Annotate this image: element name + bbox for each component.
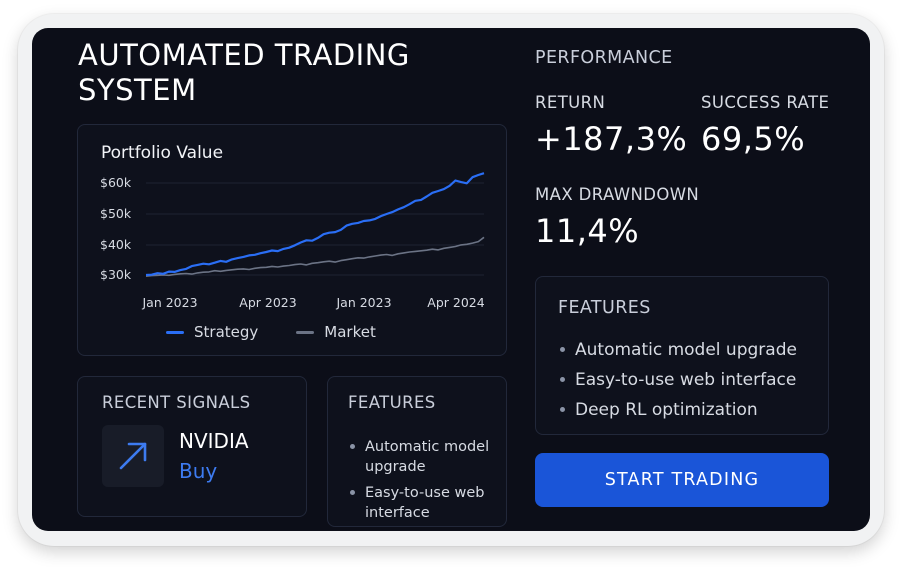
arrow-up-right-icon	[102, 425, 164, 487]
x-tick-label: Apr 2023	[239, 295, 296, 310]
feature-item: Easy-to-use web interface	[348, 483, 498, 523]
features-small-list: Automatic model upgrade Easy-to-use web …	[348, 437, 498, 529]
y-tick-label: $50k	[100, 206, 132, 221]
feature-item: Automatic model upgrade	[348, 437, 498, 477]
recent-signals-heading: RECENT SIGNALS	[102, 393, 251, 412]
features-large-list: Automatic model upgrade Easy-to-use web …	[558, 335, 797, 425]
portfolio-chart-card: Portfolio Value $60k $50k $40k $30k Jan 2023…	[77, 124, 507, 356]
return-label: RETURN	[535, 93, 606, 112]
legend-item-market: Market	[296, 323, 376, 341]
strategy-series-line	[145, 172, 485, 277]
chart-legend: Strategy Market	[166, 323, 376, 341]
y-tick-label: $60k	[100, 175, 132, 190]
return-value: +187,3%	[535, 120, 688, 158]
y-tick-label: $30k	[100, 267, 132, 282]
feature-item: Deep RL optimization	[558, 395, 797, 425]
x-tick-label: Apr 2024	[427, 295, 484, 310]
chart-title: Portfolio Value	[101, 143, 224, 163]
page-title: AUTOMATED TRADING SYSTEM	[78, 38, 410, 107]
y-tick-label: $40k	[100, 237, 132, 252]
legend-swatch-strategy	[166, 330, 184, 334]
market-series-line	[145, 236, 485, 277]
feature-item: Automatic model upgrade	[558, 335, 797, 365]
legend-label-strategy: Strategy	[194, 323, 259, 341]
features-large-heading: FEATURES	[558, 298, 651, 318]
signal-action: Buy	[179, 459, 218, 483]
legend-label-market: Market	[324, 323, 376, 341]
signal-ticker: NVIDIA	[179, 429, 249, 453]
features-small-heading: FEATURES	[348, 393, 436, 412]
legend-item-strategy: Strategy	[166, 323, 258, 341]
features-card-small: FEATURES Automatic model upgrade Easy-to…	[327, 376, 507, 527]
legend-swatch-market	[296, 330, 315, 334]
app-screen: AUTOMATED TRADING SYSTEM Portfolio Value…	[32, 28, 870, 531]
x-tick-label: Jan 2023	[335, 295, 391, 310]
max-drawdown-value: 11,4%	[535, 212, 640, 250]
success-rate-value: 69,5%	[701, 120, 806, 158]
arrow-up-right-glyph	[119, 442, 147, 470]
portfolio-chart: $60k $50k $40k $30k Jan 2023 Apr 2023 Jan 2023…	[100, 172, 485, 310]
success-rate-label: SUCCESS RATE	[701, 93, 830, 112]
x-tick-label: Jan 2023	[141, 295, 197, 310]
recent-signals-card[interactable]: RECENT SIGNALS NVIDIA Buy	[77, 376, 307, 517]
feature-item: Easy-to-use web interface	[558, 365, 797, 395]
start-trading-button[interactable]: START TRADING	[535, 453, 829, 507]
features-card-large: FEATURES Automatic model upgrade Easy-to…	[535, 276, 829, 435]
performance-heading: PERFORMANCE	[535, 48, 673, 68]
max-drawdown-label: MAX DRAWNDOWN	[535, 185, 700, 204]
